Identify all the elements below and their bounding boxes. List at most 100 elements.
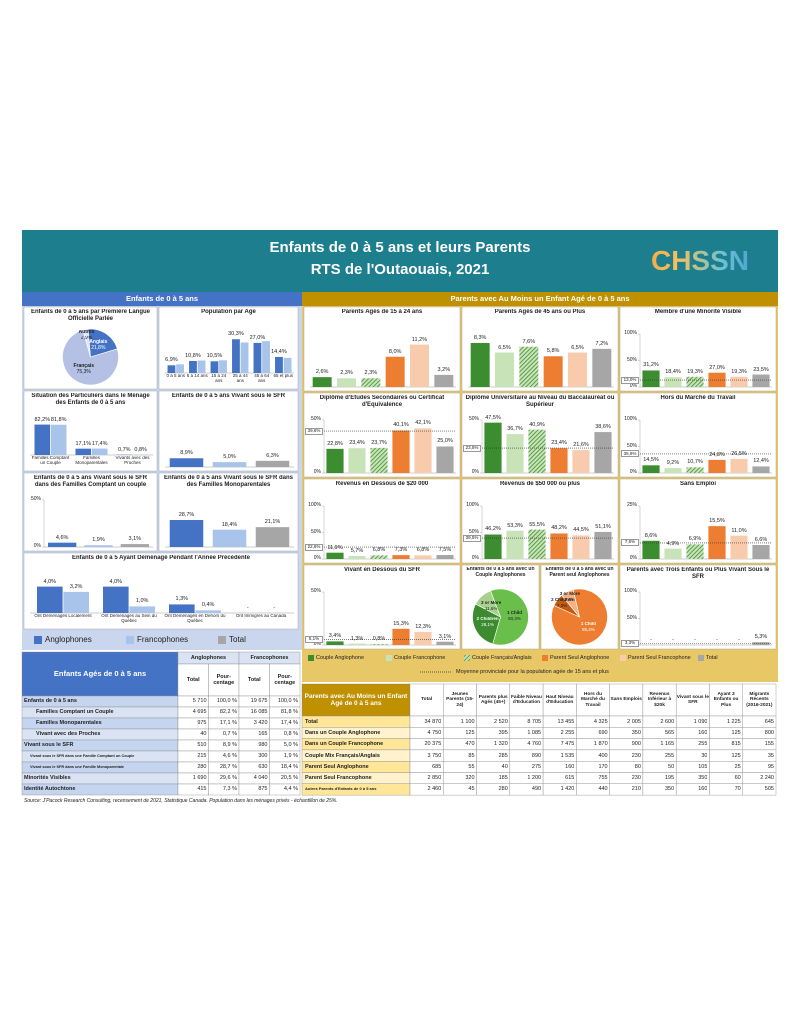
bar	[568, 352, 587, 387]
table-row-label: Total	[305, 718, 318, 725]
bar	[642, 465, 660, 473]
data-label: 7,5%	[438, 546, 452, 553]
legend-label: Total	[706, 654, 718, 661]
data-label: 10,7%	[687, 459, 703, 466]
table-cell-text: 4 695	[192, 709, 207, 716]
table-cell-text: 165	[258, 731, 268, 738]
data-label: 2,6%	[315, 369, 329, 376]
legend-swatch	[386, 655, 392, 661]
bar	[730, 535, 748, 559]
bar	[275, 356, 283, 373]
table-cell-text: 28,7 %	[219, 764, 237, 771]
average-label: 35,9%	[621, 450, 639, 458]
table-cell-text: 17,1 %	[219, 720, 237, 727]
table-cell-text: 160	[698, 729, 708, 736]
data-label: 4,6%	[55, 534, 69, 541]
table-column-header: Faible Niveau d'Education	[510, 694, 542, 705]
subtitle: RTS de l'Outaouais, 2021	[310, 260, 490, 278]
bar	[326, 641, 344, 645]
chart-frame	[158, 306, 299, 390]
data-label: 18,4%	[665, 369, 681, 376]
table-cell-text: 645	[764, 718, 774, 725]
bar	[348, 643, 366, 645]
data-label: 5,3%	[754, 634, 768, 641]
title: Enfants de 0 à 5 ans et leurs Parents	[269, 238, 531, 256]
y-tick-label: 25%	[626, 502, 637, 509]
bar	[572, 450, 590, 473]
data-label: 6,8%	[416, 547, 430, 554]
average-label: 5,1%	[305, 636, 323, 644]
bar	[410, 344, 429, 387]
table-cell-text: 20,5 %	[280, 775, 298, 782]
bar	[592, 348, 612, 387]
data-label: 6,8%	[372, 547, 386, 554]
pie-slice	[475, 590, 502, 618]
table-cell-text: 440	[598, 786, 608, 793]
table-cell-text: 5,0 %	[283, 742, 298, 749]
data-label: 4,0%	[43, 578, 57, 585]
bar	[642, 370, 660, 387]
data-label: 30,3%	[228, 331, 244, 338]
table-column-header: Hors du Marché du Travail	[580, 692, 605, 708]
table-column-header: Pour-centage	[274, 673, 296, 686]
data-label: 51,1%	[595, 523, 611, 530]
bar	[686, 376, 704, 387]
table-cell-text: 16 085	[250, 709, 268, 716]
chart-title: Parents Agés de 15 à 24 ans	[341, 309, 423, 315]
slice-value: 11,6%	[484, 606, 498, 612]
y-tick-label: 0%	[313, 641, 321, 648]
slice-label: 3 or More	[481, 600, 502, 606]
data-label: 6,6%	[754, 536, 768, 543]
data-label: 40,9%	[529, 421, 545, 428]
data-label: 21,1%	[264, 519, 281, 526]
data-label: 5,7%	[350, 547, 364, 554]
table-cell-text: 615	[565, 775, 575, 782]
table-cell-text: 50	[668, 763, 675, 770]
table-cell	[269, 783, 301, 796]
chart-title: Enfants de 0 à 5 ans avec un Couple Angl…	[466, 567, 535, 578]
table-cell	[742, 783, 777, 796]
data-label: 27,0%	[249, 334, 266, 341]
slice-value: 7,3%	[564, 597, 575, 602]
chart-title: Revenus de $50 000 ou plus	[499, 481, 581, 487]
data-label: 23,4%	[349, 440, 365, 447]
data-label: 6,9%	[165, 357, 178, 364]
chart-title: Membre d'une Minorité Visible	[654, 309, 742, 315]
y-tick-label: 50%	[626, 356, 637, 363]
data-label: 11,0%	[731, 527, 747, 534]
table-row-label: Vivant sous le SFR dans une Famille Comp…	[30, 754, 135, 759]
bar	[506, 530, 524, 559]
table-cell-text: 170	[598, 763, 608, 770]
bar	[210, 361, 219, 373]
table-cell-text: 1 225	[726, 718, 741, 725]
table-cell-text: 350	[631, 729, 641, 736]
slice-value: 28,1%	[481, 622, 494, 628]
pie-slice	[82, 328, 91, 358]
data-label: 22,8%	[327, 440, 343, 447]
average-label: 3,3%	[621, 639, 639, 647]
table-cell-text: 2 460	[427, 786, 442, 793]
data-label: 24,8%	[709, 451, 725, 458]
table-cell-text: 1 690	[192, 775, 207, 782]
data-label: 10,8%	[185, 352, 201, 359]
table-cell-text: 510	[197, 742, 207, 749]
table-cell-text: 95	[767, 763, 774, 770]
data-label: 19,3%	[731, 368, 747, 375]
data-label: 4,9%	[666, 540, 680, 547]
legend-swatch	[620, 655, 626, 661]
table-cell	[542, 683, 577, 717]
table-cell	[443, 683, 477, 717]
legend-label: Moyenne provinciale pour la population a…	[456, 668, 609, 675]
bar	[730, 376, 748, 387]
chart-title: Diplôme d'Etudes Secondaires ou Certific…	[319, 395, 445, 408]
table-cell-text: 1 535	[560, 752, 575, 759]
data-label: 1,3%	[350, 635, 364, 642]
bar	[326, 448, 344, 473]
bar	[37, 586, 63, 613]
pie-slice	[561, 589, 580, 618]
table-cell-text: 20 375	[424, 741, 442, 748]
table-cell-text: 45	[468, 786, 475, 793]
data-label: 28,7%	[178, 511, 195, 518]
data-label: 11,2%	[411, 336, 428, 343]
